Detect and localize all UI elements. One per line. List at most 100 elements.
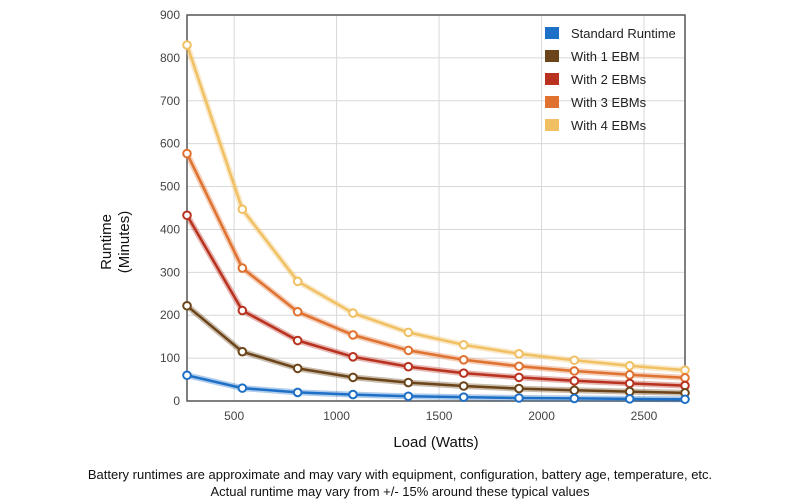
y-tick-label: 800 bbox=[160, 51, 180, 65]
data-point bbox=[403, 391, 414, 402]
data-point bbox=[624, 370, 635, 380]
legend-label: With 2 EBMs bbox=[571, 72, 647, 87]
data-point bbox=[458, 340, 469, 350]
footnote-line-2: Actual runtime may vary from +/- 15% aro… bbox=[210, 484, 590, 499]
data-point bbox=[514, 349, 524, 359]
series-4 bbox=[182, 148, 690, 383]
data-point bbox=[569, 393, 580, 404]
series-1 bbox=[182, 370, 690, 405]
series-5 bbox=[182, 40, 690, 375]
series-line bbox=[186, 374, 686, 401]
data-point bbox=[569, 376, 580, 386]
data-point bbox=[514, 393, 524, 403]
data-point bbox=[403, 327, 414, 338]
series-line bbox=[185, 44, 686, 372]
y-tick-label: 700 bbox=[160, 94, 180, 108]
x-tick-label: 2500 bbox=[631, 409, 658, 423]
data-point bbox=[458, 355, 469, 365]
data-point bbox=[292, 387, 303, 398]
legend-swatch bbox=[545, 50, 559, 62]
data-point bbox=[403, 361, 414, 372]
series-line bbox=[186, 304, 686, 395]
legend-label: With 4 EBMs bbox=[571, 118, 647, 133]
footnote: Battery runtimes are approximate and may… bbox=[0, 466, 800, 500]
legend-item: Standard Runtime bbox=[545, 26, 676, 41]
y-tick-label: 500 bbox=[160, 180, 180, 194]
series-line-glow bbox=[184, 152, 686, 381]
plot-area-frame bbox=[186, 14, 686, 402]
x-tick-label: 2000 bbox=[528, 409, 555, 423]
y-tick-label: 400 bbox=[160, 222, 180, 236]
data-point bbox=[458, 368, 469, 378]
runtime-chart: 0 100 200 300 400 500 600 700 800 900 500 1000 1500… bbox=[98, 8, 690, 451]
legend-label: With 1 EBM bbox=[571, 49, 640, 64]
data-point bbox=[292, 306, 303, 317]
series-3 bbox=[182, 210, 690, 391]
data-point bbox=[514, 372, 524, 383]
data-point bbox=[292, 363, 303, 374]
data-point bbox=[237, 204, 248, 215]
data-point bbox=[292, 335, 303, 346]
data-point bbox=[182, 210, 192, 221]
data-point bbox=[569, 385, 580, 396]
x-tick-label: 1000 bbox=[323, 409, 350, 423]
data-point bbox=[348, 372, 358, 383]
legend-swatch bbox=[545, 119, 559, 131]
series-line bbox=[185, 214, 686, 387]
data-point bbox=[624, 394, 635, 404]
grid bbox=[187, 14, 685, 402]
data-point bbox=[348, 352, 358, 362]
y-tick-label: 300 bbox=[160, 265, 180, 279]
y-axis-title-line-1: Runtime bbox=[98, 214, 115, 270]
data-point bbox=[514, 383, 524, 394]
y-tick-label: 0 bbox=[173, 394, 180, 408]
data-point bbox=[348, 330, 358, 340]
legend-label: Standard Runtime bbox=[571, 26, 676, 41]
y-tick-label: 900 bbox=[160, 8, 180, 22]
data-point bbox=[182, 370, 192, 381]
y-tick-label: 200 bbox=[160, 308, 180, 322]
data-point bbox=[514, 361, 524, 372]
x-axis-ticks: 500 1000 1500 2000 2500 bbox=[224, 409, 658, 423]
y-axis-title-line-2: (Minutes) bbox=[116, 211, 133, 274]
y-tick-label: 600 bbox=[160, 137, 180, 151]
data-point bbox=[348, 389, 358, 400]
data-point bbox=[680, 394, 690, 405]
data-point bbox=[182, 300, 192, 311]
data-point bbox=[348, 308, 358, 318]
data-point bbox=[458, 381, 469, 391]
legend-item: With 2 EBMs bbox=[545, 72, 647, 87]
x-axis-title: Load (Watts) bbox=[393, 434, 478, 451]
x-tick-label: 500 bbox=[224, 409, 244, 423]
legend-item: With 3 EBMs bbox=[545, 95, 647, 110]
data-point bbox=[182, 148, 192, 159]
data-point bbox=[237, 263, 248, 273]
legend-item: With 4 EBMs bbox=[545, 118, 647, 133]
data-point bbox=[624, 378, 635, 389]
data-point bbox=[569, 366, 580, 376]
data-point bbox=[569, 355, 580, 366]
data-point bbox=[680, 373, 690, 383]
legend-item: With 1 EBM bbox=[545, 49, 640, 64]
series-line bbox=[185, 152, 686, 380]
data-point bbox=[182, 40, 192, 50]
legend-swatch bbox=[545, 73, 559, 85]
data-point bbox=[292, 276, 303, 287]
y-axis-ticks: 0 100 200 300 400 500 600 700 800 900 bbox=[160, 8, 180, 408]
legend-swatch bbox=[545, 27, 559, 39]
legend-swatch bbox=[545, 96, 559, 108]
data-point bbox=[458, 392, 469, 402]
y-axis-title: Runtime (Minutes) bbox=[98, 211, 133, 274]
data-point bbox=[237, 346, 248, 357]
data-point bbox=[680, 365, 690, 375]
legend: Standard Runtime With 1 EBM With 2 EBMs Wit… bbox=[545, 26, 676, 133]
data-point bbox=[403, 345, 414, 356]
data-point bbox=[403, 377, 414, 388]
footnote-line-1: Battery runtimes are approximate and may… bbox=[87, 467, 713, 482]
y-tick-label: 100 bbox=[160, 351, 180, 365]
series-layer bbox=[182, 40, 690, 405]
x-tick-label: 1500 bbox=[426, 409, 453, 423]
legend-label: With 3 EBMs bbox=[571, 95, 647, 110]
series-2 bbox=[182, 300, 690, 398]
data-point bbox=[237, 305, 248, 316]
